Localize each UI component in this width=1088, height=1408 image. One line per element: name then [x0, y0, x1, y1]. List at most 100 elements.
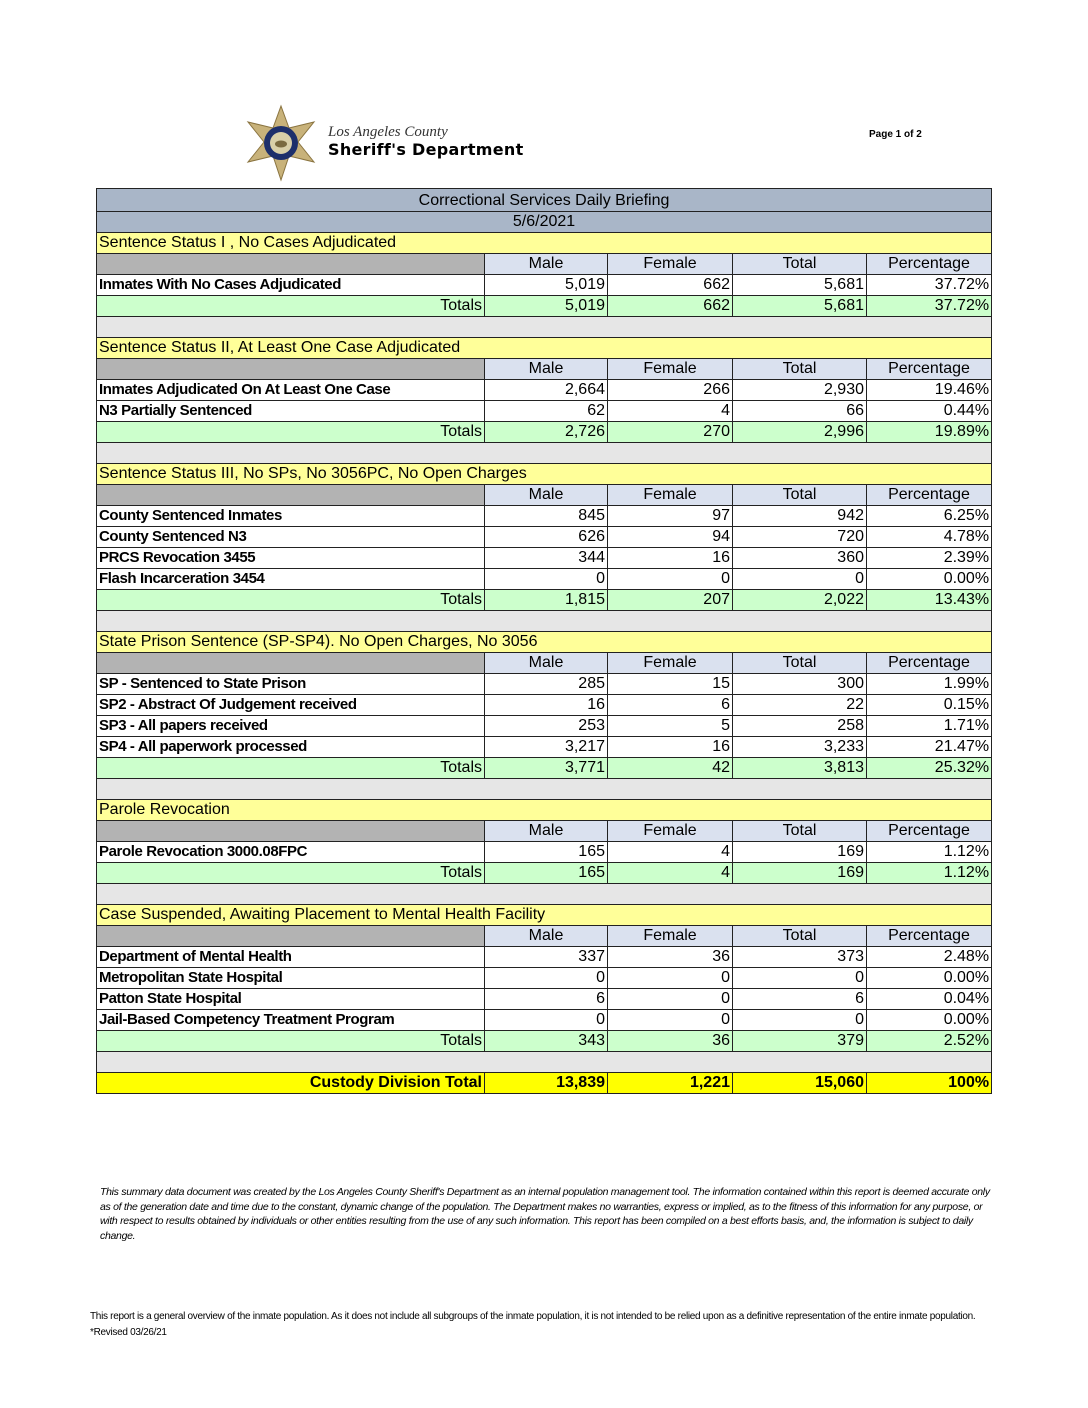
row-label: County Sentenced N3	[96, 526, 485, 548]
column-header-percentage: Percentage	[865, 820, 993, 842]
totals-total: 2,022	[732, 589, 867, 611]
section-header: Sentence Status II, At Least One Case Ad…	[95, 337, 993, 359]
totals-female: 270	[607, 421, 733, 443]
cell-male: 0	[484, 967, 608, 989]
column-header-percentage: Percentage	[865, 358, 993, 380]
section-header: State Prison Sentence (SP-SP4). No Open …	[95, 631, 993, 653]
header-blank	[96, 820, 485, 842]
table-row: SP4 - All paperwork processed 3,217 16 3,23…	[96, 736, 993, 758]
totals-male: 343	[484, 1030, 608, 1052]
totals-label: Totals	[96, 757, 485, 779]
cell-male: 285	[484, 673, 608, 695]
totals-total: 379	[732, 1030, 867, 1052]
row-label: N3 Partially Sentenced	[96, 400, 485, 422]
cell-total: 258	[732, 715, 867, 737]
cell-total: 0	[732, 1009, 867, 1031]
column-header-male: Male	[484, 652, 608, 674]
column-header-percentage: Percentage	[865, 925, 993, 947]
column-header-row: Male Female Total Percentage	[96, 484, 993, 506]
totals-label: Totals	[96, 421, 485, 443]
totals-total: 169	[732, 862, 867, 884]
section-title: Parole Revocation	[95, 799, 993, 821]
cell-percentage: 4.78%	[865, 526, 993, 548]
cell-total: 0	[732, 967, 867, 989]
row-label: Inmates Adjudicated On At Least One Case	[96, 379, 485, 401]
column-header-female: Female	[607, 484, 733, 506]
column-header-male: Male	[484, 358, 608, 380]
report-title: Correctional Services Daily Briefing	[95, 188, 993, 212]
cell-total: 0	[732, 568, 867, 590]
totals-label: Totals	[96, 1030, 485, 1052]
table-row: SP - Sentenced to State Prison 285 15 300 1.…	[96, 673, 993, 695]
grand-total-male: 13,839	[484, 1072, 608, 1094]
cell-total: 942	[732, 505, 867, 527]
cell-male: 344	[484, 547, 608, 569]
totals-male: 2,726	[484, 421, 608, 443]
spacer	[95, 442, 993, 464]
column-header-male: Male	[484, 484, 608, 506]
table-row: Inmates With No Cases Adjudicated 5,019 66…	[96, 274, 993, 296]
cell-male: 253	[484, 715, 608, 737]
spacer	[95, 610, 993, 632]
footnote-text: This report is a general overview of the…	[90, 1311, 976, 1322]
cell-percentage: 6.25%	[865, 505, 993, 527]
cell-total: 6	[732, 988, 867, 1010]
totals-row: Totals 1,815 207 2,022 13.43%	[96, 589, 993, 611]
column-header-total: Total	[732, 484, 867, 506]
totals-percentage: 2.52%	[865, 1030, 993, 1052]
column-header-total: Total	[732, 925, 867, 947]
column-header-male: Male	[484, 925, 608, 947]
cell-total: 720	[732, 526, 867, 548]
spacer-row	[95, 610, 993, 632]
cell-total: 2,930	[732, 379, 867, 401]
cell-female: 15	[607, 673, 733, 695]
section-title: State Prison Sentence (SP-SP4). No Open …	[95, 631, 993, 653]
totals-label: Totals	[96, 295, 485, 317]
totals-percentage: 19.89%	[865, 421, 993, 443]
column-header-row: Male Female Total Percentage	[96, 358, 993, 380]
totals-female: 36	[607, 1030, 733, 1052]
grand-total-total: 15,060	[732, 1072, 867, 1094]
table-row: County Sentenced N3 626 94 720 4.78%	[96, 526, 993, 548]
row-label: PRCS Revocation 3455	[96, 547, 485, 569]
cell-total: 66	[732, 400, 867, 422]
cell-female: 0	[607, 988, 733, 1010]
grand-total-row: Custody Division Total 13,839 1,221 15,060 1…	[96, 1072, 993, 1094]
cell-percentage: 0.00%	[865, 568, 993, 590]
row-label: SP - Sentenced to State Prison	[96, 673, 485, 695]
row-label: Inmates With No Cases Adjudicated	[96, 274, 485, 296]
cell-percentage: 0.00%	[865, 967, 993, 989]
grand-total-percentage: 100%	[865, 1072, 993, 1094]
column-header-total: Total	[732, 652, 867, 674]
table-row: Patton State Hospital 6 0 6 0.04%	[96, 988, 993, 1010]
section-title: Case Suspended, Awaiting Placement to Me…	[95, 904, 993, 926]
table-row: SP3 - All papers received 253 5 258 1.71%	[96, 715, 993, 737]
row-label: Flash Incarceration 3454	[96, 568, 485, 590]
cell-female: 6	[607, 694, 733, 716]
row-label: Parole Revocation 3000.08FPC	[96, 841, 485, 863]
column-header-male: Male	[484, 820, 608, 842]
spacer-row	[95, 442, 993, 464]
row-label: SP3 - All papers received	[96, 715, 485, 737]
row-label: Jail-Based Competency Treatment Program	[96, 1009, 485, 1031]
totals-female: 4	[607, 862, 733, 884]
cell-percentage: 2.48%	[865, 946, 993, 968]
cell-female: 94	[607, 526, 733, 548]
totals-label: Totals	[96, 862, 485, 884]
table-row: Inmates Adjudicated On At Least One Case…	[96, 379, 993, 401]
totals-male: 1,815	[484, 589, 608, 611]
row-label: SP2 - Abstract Of Judgement received	[96, 694, 485, 716]
cell-female: 5	[607, 715, 733, 737]
date-row: 5/6/2021	[95, 211, 993, 233]
totals-label: Totals	[96, 589, 485, 611]
spacer	[95, 883, 993, 905]
column-header-row: Male Female Total Percentage	[96, 820, 993, 842]
column-header-female: Female	[607, 925, 733, 947]
disclaimer: This summary data document was created b…	[100, 1186, 990, 1242]
cell-total: 22	[732, 694, 867, 716]
totals-percentage: 25.32%	[865, 757, 993, 779]
column-header-female: Female	[607, 652, 733, 674]
header-blank	[96, 484, 485, 506]
totals-percentage: 13.43%	[865, 589, 993, 611]
cell-percentage: 0.15%	[865, 694, 993, 716]
